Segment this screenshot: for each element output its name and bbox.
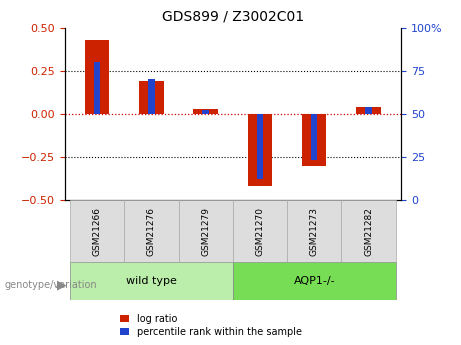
Bar <box>365 107 372 114</box>
Bar <box>202 110 209 114</box>
Text: GSM21273: GSM21273 <box>310 207 319 256</box>
Title: GDS899 / Z3002C01: GDS899 / Z3002C01 <box>162 10 304 24</box>
Bar <box>287 200 341 262</box>
Bar <box>302 114 326 166</box>
Text: GSM21282: GSM21282 <box>364 207 373 256</box>
Legend: log ratio, percentile rank within the sample: log ratio, percentile rank within the sa… <box>120 314 301 337</box>
Bar <box>124 200 178 262</box>
Bar <box>94 62 100 114</box>
Bar <box>233 262 396 300</box>
Bar <box>356 107 381 114</box>
Bar <box>248 114 272 186</box>
Text: genotype/variation: genotype/variation <box>5 280 97 289</box>
Text: GSM21279: GSM21279 <box>201 207 210 256</box>
Text: GSM21276: GSM21276 <box>147 207 156 256</box>
Text: wild type: wild type <box>126 276 177 286</box>
Text: ▶: ▶ <box>58 278 67 291</box>
Bar <box>70 262 233 300</box>
Bar <box>311 114 318 160</box>
Bar <box>85 40 109 114</box>
Text: GSM21266: GSM21266 <box>93 207 101 256</box>
Bar <box>194 109 218 114</box>
Text: AQP1-/-: AQP1-/- <box>293 276 335 286</box>
Bar <box>70 200 124 262</box>
Bar <box>341 200 396 262</box>
Bar <box>257 114 263 179</box>
Bar <box>139 81 164 114</box>
Bar <box>178 200 233 262</box>
Bar <box>148 79 154 114</box>
Bar <box>233 200 287 262</box>
Text: GSM21270: GSM21270 <box>255 207 265 256</box>
